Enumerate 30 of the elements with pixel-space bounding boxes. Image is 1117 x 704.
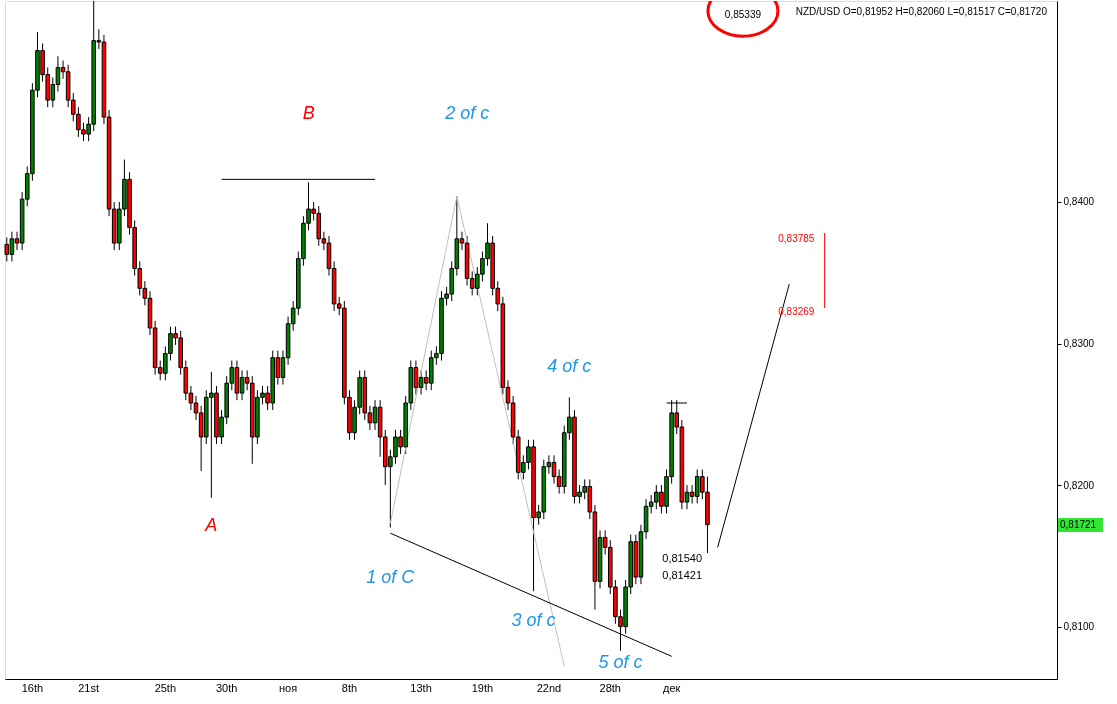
text: 0,81721 bbox=[1060, 519, 1097, 530]
annotation: 0,81421 bbox=[662, 569, 703, 581]
annotation: 4 of c bbox=[547, 356, 592, 377]
y-tick-label: 0,8100 bbox=[1063, 621, 1095, 633]
annotation: 0,83785 bbox=[778, 233, 815, 244]
annotation: B bbox=[302, 103, 315, 123]
x-tick-label: 8th bbox=[341, 681, 358, 694]
x-tick-label: 25th bbox=[154, 681, 177, 694]
x-tick-label: дек bbox=[662, 681, 681, 694]
x-tick-label: 19th bbox=[471, 681, 494, 694]
candlestick bbox=[4, 236, 10, 262]
x-tick-label: 13th bbox=[410, 681, 432, 694]
chart-title: NZD/USD O=0,81952 H=0,82060 L=0,81517 C=0,81720 bbox=[795, 5, 1048, 17]
annotation: 0,85339 bbox=[724, 9, 762, 20]
x-tick-label: 22nd bbox=[536, 681, 562, 694]
annotation: A bbox=[204, 514, 218, 535]
y-tick-label: 0,8200 bbox=[1063, 479, 1095, 491]
y-tick-label: 0,8400 bbox=[1063, 196, 1095, 208]
x-tick-label: 30th bbox=[215, 681, 238, 694]
annotation: 3 of c bbox=[511, 610, 556, 631]
y-tick-label: 0,8300 bbox=[1063, 338, 1095, 350]
x-tick-label: ноя bbox=[279, 681, 298, 694]
annotation: 0,81540 bbox=[662, 552, 703, 564]
annotation: 1 of C bbox=[366, 566, 416, 587]
x-tick-label: 28th bbox=[599, 681, 621, 694]
x-tick-label: 21st bbox=[78, 681, 100, 694]
annotation: 2 of c bbox=[444, 103, 490, 123]
annotation: 0,83269 bbox=[778, 306, 815, 317]
annotation: 5 of c bbox=[598, 651, 643, 672]
x-tick-label: 16th bbox=[21, 681, 44, 694]
